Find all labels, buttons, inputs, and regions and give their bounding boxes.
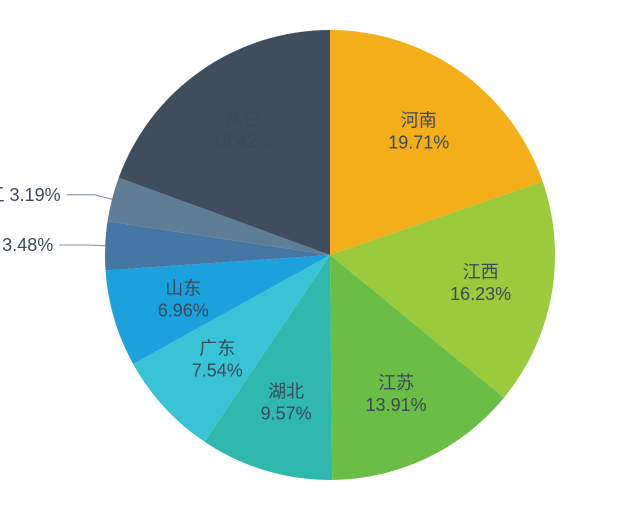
- slice-percent: 13.91%: [366, 395, 427, 415]
- slice-name: 江苏: [378, 373, 414, 393]
- slice-name: 山东: [165, 278, 201, 298]
- slice-percent: 16.23%: [450, 284, 511, 304]
- slice-name: 河南: [401, 110, 437, 130]
- slice-name: 其它: [224, 110, 260, 130]
- slice-percent: 7.54%: [192, 360, 243, 380]
- leader-line: [59, 245, 105, 246]
- slice-percent: 19.71%: [388, 132, 449, 152]
- slice-label-outside: 浙江 3.19%: [0, 185, 61, 205]
- slice-name: 湖北: [268, 382, 304, 402]
- pie-chart: 河南19.71% 江西16.23% 江苏13.91% 湖北9.57% 广东7.54% 山东…: [0, 0, 640, 520]
- leader-line: [67, 195, 112, 199]
- slice-percent: 19.42%: [212, 132, 273, 152]
- slice-percent: 6.96%: [158, 300, 209, 320]
- slice-label-outside: 河北 3.48%: [0, 235, 53, 255]
- slice-percent: 9.57%: [261, 404, 312, 424]
- slice-name: 广东: [199, 338, 235, 358]
- slice-name: 江西: [463, 262, 499, 282]
